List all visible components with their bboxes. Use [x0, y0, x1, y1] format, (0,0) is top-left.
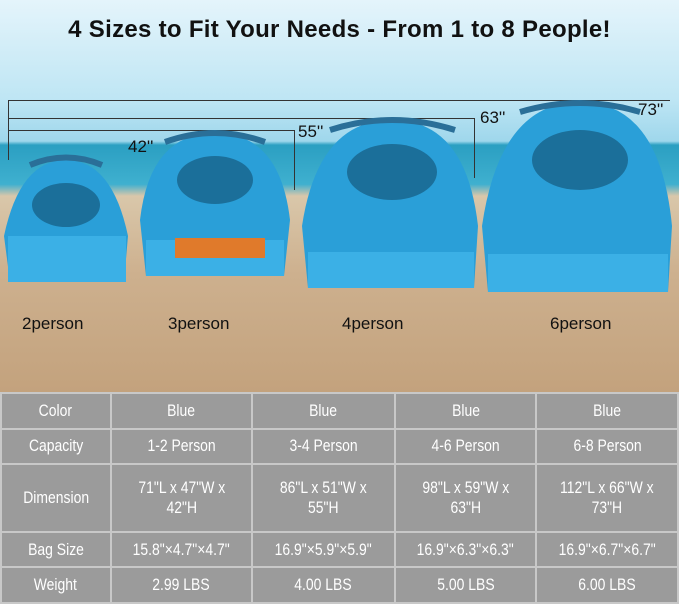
cell-value: Blue — [451, 400, 480, 420]
table-row: Weight 2.99 LBS 4.00 LBS 5.00 LBS 6.00 LBS — [0, 566, 679, 604]
cell-value: 3-4 Person — [289, 436, 358, 456]
table-row: Capacity 1-2 Person 3-4 Person 4-6 Person 6-… — [0, 427, 679, 466]
height-label: 55'' — [298, 122, 324, 141]
cell-value: Blue — [309, 400, 338, 420]
tent-4person — [302, 117, 478, 288]
cell-value: 4-6 Person — [431, 436, 500, 456]
table-cell: 112"L x 66"W x 73"H — [535, 463, 679, 533]
table-cell: 16.9"×5.9"×5.9" — [251, 530, 396, 569]
dimension-line — [474, 118, 475, 178]
cell-value: 86"L x 51"W x 55"H — [279, 477, 367, 517]
table-cell: 4.00 LBS — [251, 566, 396, 604]
headline: 4 Sizes to Fit Your Needs - From 1 to 8 … — [68, 16, 611, 43]
cell-value: 4.00 LBS — [294, 575, 353, 595]
dimension-line — [8, 100, 9, 160]
row-label-text: Dimension — [22, 487, 89, 507]
row-label: Capacity — [0, 427, 112, 466]
table-cell: 16.9"×6.7"×6.7" — [535, 530, 679, 569]
table-row: Bag Size 15.8"×4.7"×4.7" 16.9"×5.9"×5.9" 16… — [0, 530, 679, 569]
dimension-line — [8, 130, 294, 131]
table-cell: 4-6 Person — [393, 427, 538, 466]
table-cell: 6.00 LBS — [535, 566, 679, 604]
cell-value: 6-8 Person — [573, 436, 642, 456]
table-row: Dimension 71"L x 47"W x 42"H 86"L x 51"W x… — [0, 463, 679, 533]
table-cell: 6-8 Person — [535, 427, 679, 466]
tents-illustration — [4, 100, 672, 292]
table-cell: 3-4 Person — [251, 427, 396, 466]
row-label: Color — [0, 392, 112, 430]
tent-6person — [482, 100, 672, 292]
spec-table: Color Blue Blue Blue Blue Capacity 1-2 Person 3… — [0, 392, 679, 604]
size-label: 2person — [22, 314, 84, 333]
height-label: 63'' — [480, 108, 506, 127]
table-row: Color Blue Blue Blue Blue — [0, 392, 679, 430]
cell-value: 112"L x 66"W x 73"H — [560, 477, 654, 517]
row-label: Dimension — [0, 463, 112, 533]
product-photo: 4 Sizes to Fit Your Needs - From 1 to 8 … — [0, 0, 679, 392]
table-cell: 71"L x 47"W x 42"H — [109, 463, 254, 533]
dimension-line — [8, 118, 474, 119]
tent-2person — [4, 154, 128, 282]
cell-value: 16.9"×6.7"×6.7" — [558, 539, 656, 559]
table-cell: Blue — [109, 392, 254, 430]
row-label: Weight — [0, 566, 112, 604]
cell-value: 71"L x 47"W x 42"H — [137, 477, 225, 517]
cell-value: Blue — [167, 400, 196, 420]
table-cell: 2.99 LBS — [109, 566, 254, 604]
cell-value: 5.00 LBS — [436, 575, 495, 595]
cell-value: 1-2 Person — [147, 436, 216, 456]
dimension-line — [294, 130, 295, 190]
table-cell: 1-2 Person — [109, 427, 254, 466]
table-cell: 15.8"×4.7"×4.7" — [109, 530, 254, 569]
dimension-line — [8, 100, 670, 101]
table-cell: 16.9"×6.3"×6.3" — [393, 530, 538, 569]
row-label: Bag Size — [0, 530, 112, 569]
table-cell: 5.00 LBS — [393, 566, 538, 604]
cell-value: 16.9"×6.3"×6.3" — [417, 539, 515, 559]
table-cell: Blue — [251, 392, 396, 430]
tent-3person — [140, 130, 290, 276]
cell-value: 6.00 LBS — [578, 575, 636, 595]
row-label-text: Capacity — [28, 436, 83, 456]
row-label-text: Bag Size — [27, 539, 84, 559]
size-label: 6person — [550, 314, 612, 333]
cell-value: Blue — [593, 400, 622, 420]
cell-value: 98"L x 59"W x 63"H — [422, 477, 509, 517]
table-cell: 86"L x 51"W x 55"H — [251, 463, 396, 533]
row-label-text: Weight — [34, 575, 78, 595]
row-label-text: Color — [39, 400, 73, 420]
height-label: 42'' — [128, 137, 154, 156]
cell-value: 2.99 LBS — [152, 575, 211, 595]
table-cell: Blue — [393, 392, 538, 430]
table-cell: 98"L x 59"W x 63"H — [393, 463, 538, 533]
height-label: 73'' — [638, 100, 664, 119]
cell-value: 16.9"×5.9"×5.9" — [274, 539, 372, 559]
size-label: 3person — [168, 314, 230, 333]
size-label: 4person — [342, 314, 404, 333]
table-cell: Blue — [535, 392, 679, 430]
cell-value: 15.8"×4.7"×4.7" — [132, 539, 230, 559]
